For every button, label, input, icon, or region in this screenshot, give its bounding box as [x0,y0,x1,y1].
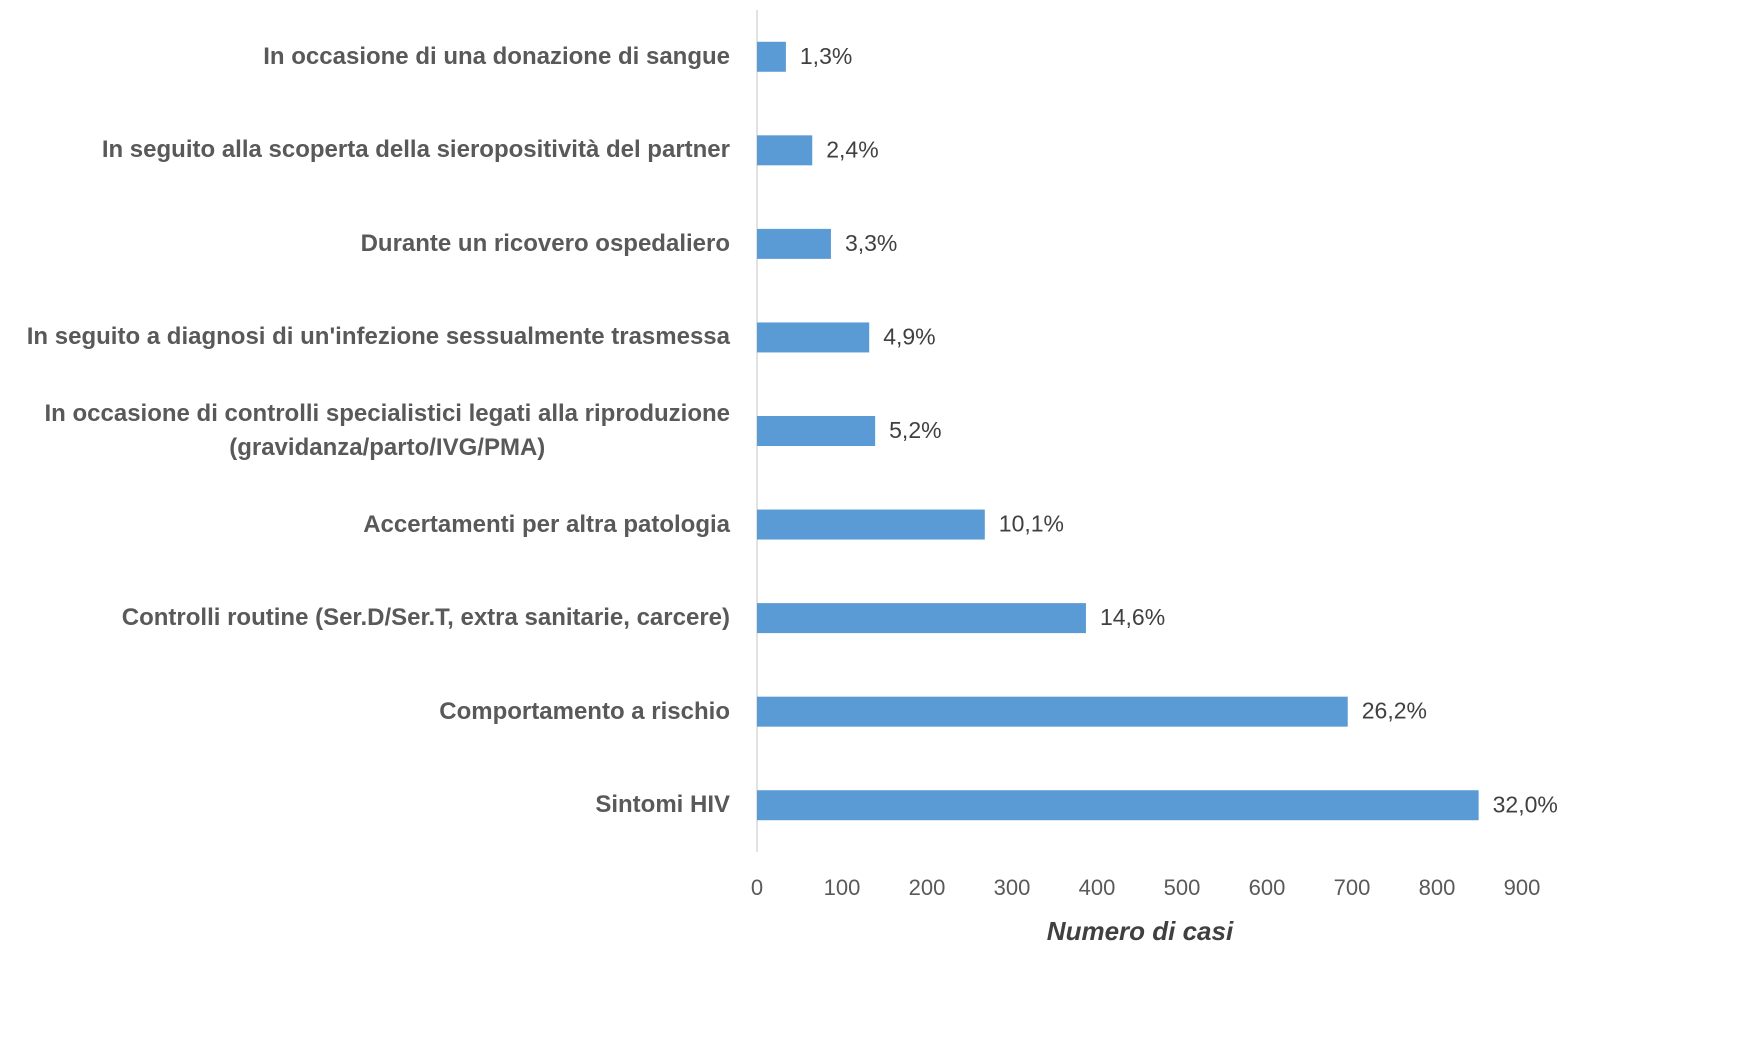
bar [757,135,813,166]
y-tick-label: Durante un ricovero ospedaliero [360,229,730,257]
y-tick-label: In seguito alla scoperta della sieroposi… [101,136,730,164]
y-tick-label: Controlli routine (Ser.D/Ser.T, extra sa… [121,604,730,632]
x-tick-label: 800 [1419,875,1456,900]
value-label: 4,9% [883,324,935,350]
bar [757,696,1348,727]
value-label: 10,1% [999,511,1064,537]
bar [757,228,831,259]
value-label: 32,0% [1493,791,1558,817]
value-label: 3,3% [845,230,897,256]
y-tick-label: In occasione di una donazione di sangue [263,42,730,70]
x-tick-label: 300 [994,875,1031,900]
x-tick-label: 200 [909,875,946,900]
bar [757,322,870,353]
y-tick-label: Comportamento a rischio [439,697,730,725]
x-tick-label: 400 [1079,875,1116,900]
value-label: 14,6% [1100,604,1165,630]
x-tick-label: 500 [1164,875,1201,900]
x-tick-label: 0 [751,875,763,900]
value-label: 2,4% [826,136,878,162]
y-tick-label: Sintomi HIV [595,791,730,819]
x-axis-title: Numero di casi [1047,916,1234,946]
value-label: 1,3% [800,43,852,69]
bar [757,416,876,446]
x-tick-label: 100 [824,875,861,900]
bar [757,790,1479,821]
x-tick-label: 700 [1334,875,1371,900]
value-label: 5,2% [889,417,941,443]
value-label: 26,2% [1362,698,1427,724]
bar [757,41,786,72]
bar [757,509,985,540]
y-tick-label: In occasione di controlli specialistici … [44,400,731,461]
y-tick-label: Accertamenti per altra patologia [363,510,730,538]
x-tick-label: 900 [1504,875,1541,900]
x-tick-label: 600 [1249,875,1286,900]
y-tick-label: In seguito a diagnosi di un'infezione se… [26,323,730,351]
bar [757,603,1086,634]
